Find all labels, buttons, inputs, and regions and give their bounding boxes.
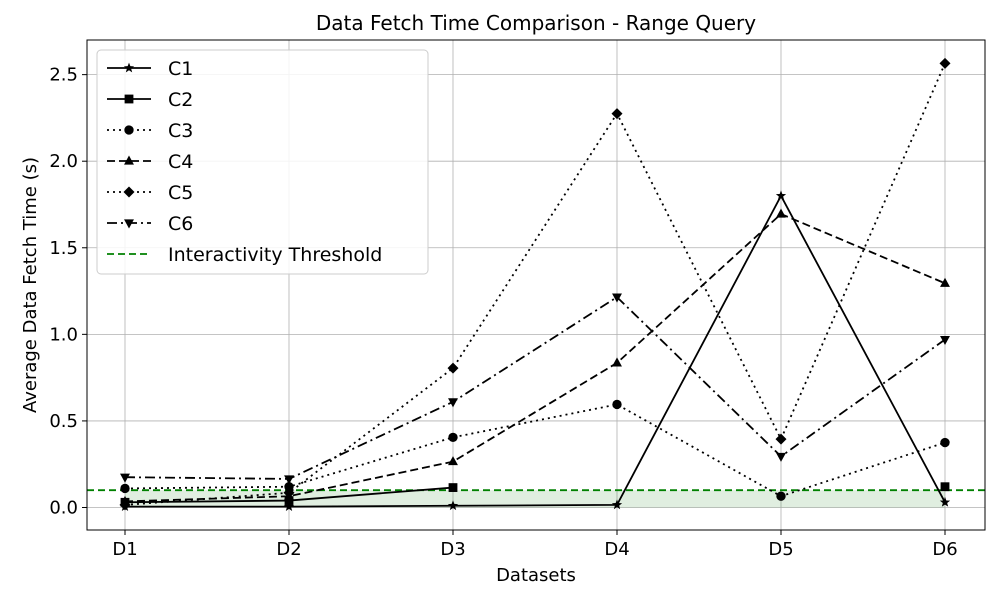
series-line-C4 <box>124 212 946 503</box>
plot-frame <box>86 39 986 531</box>
data-point-C3 <box>284 482 294 492</box>
data-point-C5 <box>447 362 459 374</box>
series-C5 <box>119 57 951 511</box>
data-point-C1 <box>611 499 623 510</box>
data-point-C1 <box>939 496 951 507</box>
x-tick-label: D4 <box>604 539 629 560</box>
data-point-C4 <box>940 277 950 287</box>
data-point-C1 <box>775 190 787 201</box>
y-tick-label: 0.0 <box>49 497 78 518</box>
series-C3 <box>120 399 950 501</box>
data-point-C5 <box>939 57 951 69</box>
series-group <box>119 57 951 511</box>
data-point-C6 <box>612 293 622 303</box>
x-tick-label: D3 <box>440 539 465 560</box>
data-point-C4 <box>776 208 786 218</box>
data-point-C2 <box>284 496 294 505</box>
legend-label-C2: C2 <box>168 89 193 111</box>
x-tick-label: D5 <box>768 539 793 560</box>
threshold-group <box>87 489 985 508</box>
data-point-C3 <box>776 491 786 501</box>
data-point-C5 <box>283 487 295 499</box>
legend-label-Interactivity Threshold: Interactivity Threshold <box>168 244 382 266</box>
series-line-C6 <box>124 295 946 480</box>
axis-ticks: D1 D2 D3 D4 D5 D6 0.0 0.5 1.0 1.5 2.0 2.5 <box>49 65 957 560</box>
legend-marker-C5 <box>123 186 135 198</box>
data-point-C4 <box>612 357 622 367</box>
legend-marker-C4 <box>124 155 134 165</box>
data-point-C4 <box>448 456 458 466</box>
series-C6 <box>120 293 950 485</box>
y-tick-label: 1.5 <box>49 238 78 259</box>
data-point-C2 <box>940 482 950 492</box>
legend-label-C4: C4 <box>168 151 193 173</box>
series-line-C3 <box>124 403 946 498</box>
legend: C1 C2 C3 C4 C5 C6 Interactivity Threshold <box>96 49 429 275</box>
y-tick-label: 2.5 <box>49 65 78 86</box>
x-tick-label: D2 <box>276 539 301 560</box>
data-point-C6 <box>776 452 786 462</box>
legend-label-C6: C6 <box>168 213 193 235</box>
legend-marker-C3 <box>124 125 134 135</box>
data-point-C6 <box>940 335 950 346</box>
data-point-C2 <box>448 483 458 492</box>
series-C4 <box>120 208 950 506</box>
data-point-C3 <box>940 437 950 448</box>
series-line-C1 <box>125 193 946 508</box>
data-point-C1 <box>447 500 459 511</box>
legend-label-C3: C3 <box>168 120 193 142</box>
x-tick-label: D1 <box>112 539 137 560</box>
data-point-C6 <box>284 475 294 485</box>
chart-title: Data Fetch Time Comparison - Range Query <box>316 11 756 35</box>
threshold-band <box>125 490 945 508</box>
data-point-C3 <box>448 432 458 443</box>
legend-marker-C6 <box>124 219 134 229</box>
x-axis-label: Datasets <box>496 565 576 586</box>
y-tick-label: 0.5 <box>49 411 78 432</box>
data-point-C5 <box>611 108 623 120</box>
data-point-C3 <box>612 399 622 410</box>
data-point-C1 <box>283 501 295 511</box>
data-point-C6 <box>448 398 458 408</box>
y-axis-label: Average Data Fetch Time (s) <box>20 157 41 413</box>
data-point-C5 <box>775 433 787 445</box>
legend-label-C1: C1 <box>168 58 193 80</box>
x-tick-label: D6 <box>932 539 957 560</box>
legend-label-C5: C5 <box>168 182 193 204</box>
y-tick-label: 2.0 <box>49 151 78 172</box>
legend-marker-C1 <box>123 62 135 73</box>
data-point-C5 <box>119 499 131 511</box>
legend-box <box>96 49 429 275</box>
data-point-C3 <box>120 483 130 494</box>
legend-marker-C2 <box>124 94 134 104</box>
data-point-C6 <box>120 473 130 483</box>
y-tick-label: 1.0 <box>49 324 78 345</box>
